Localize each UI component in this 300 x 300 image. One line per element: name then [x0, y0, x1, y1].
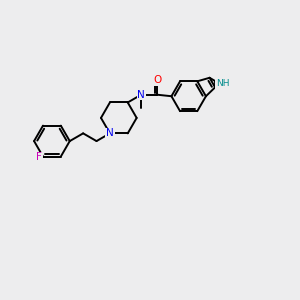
Text: F: F	[37, 152, 42, 162]
Text: N: N	[106, 128, 114, 138]
Text: O: O	[153, 75, 162, 85]
Text: N: N	[137, 90, 145, 100]
Text: N: N	[106, 128, 114, 138]
Text: NH: NH	[216, 79, 229, 88]
